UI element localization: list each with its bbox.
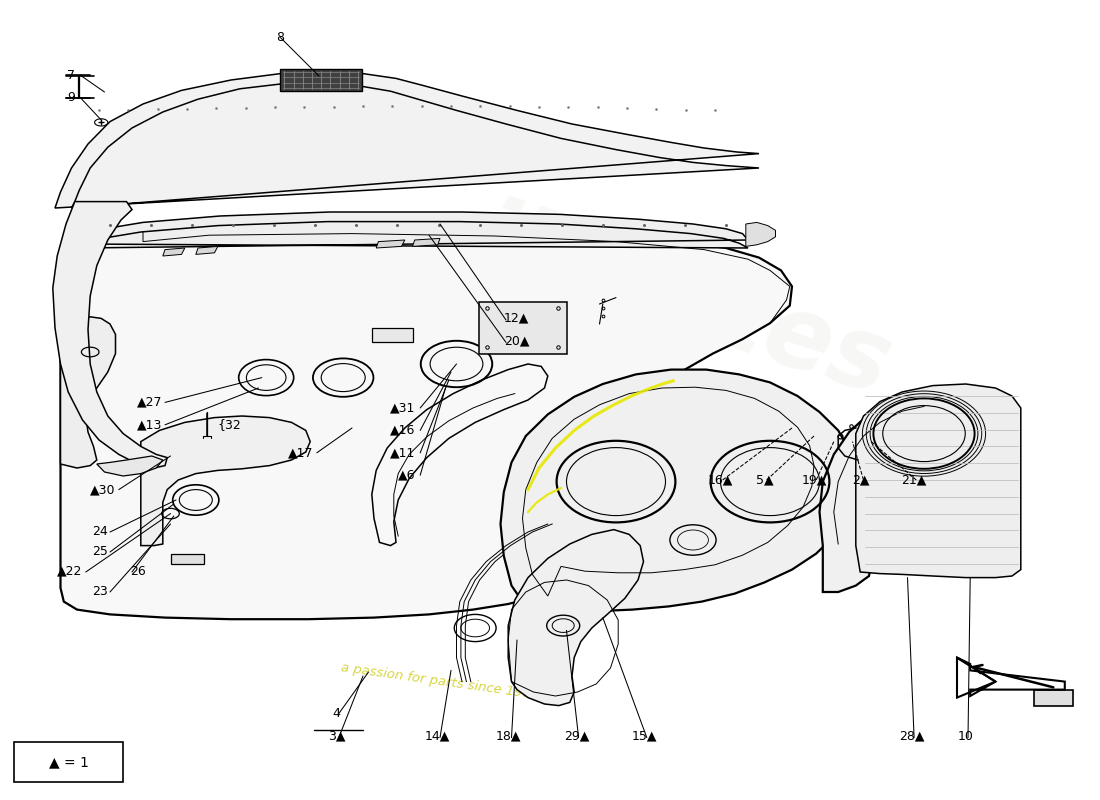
Text: 14▲: 14▲ (425, 730, 451, 742)
Text: 2▲: 2▲ (852, 474, 870, 486)
Text: ▲31: ▲31 (390, 402, 416, 414)
Polygon shape (60, 228, 792, 619)
Polygon shape (500, 370, 856, 611)
Text: 10: 10 (958, 730, 974, 742)
Text: 3▲: 3▲ (328, 730, 345, 742)
Text: ▲6: ▲6 (398, 469, 416, 482)
Text: 9: 9 (67, 91, 75, 104)
Text: 29▲: 29▲ (563, 730, 590, 742)
Polygon shape (279, 69, 362, 91)
Text: 21▲: 21▲ (901, 474, 927, 486)
Polygon shape (55, 72, 759, 208)
Text: 26: 26 (130, 565, 145, 578)
Text: partes: partes (446, 449, 654, 543)
Polygon shape (746, 222, 776, 246)
Text: since 1985: since 1985 (564, 458, 800, 566)
Text: ▲22: ▲22 (57, 565, 82, 578)
Polygon shape (478, 302, 566, 354)
Text: 5▲: 5▲ (756, 474, 773, 486)
Text: 8: 8 (276, 31, 285, 44)
Text: ▲17: ▲17 (288, 446, 313, 459)
Polygon shape (196, 246, 218, 254)
Polygon shape (508, 530, 644, 706)
Text: ▲ = 1: ▲ = 1 (48, 755, 89, 769)
Polygon shape (141, 416, 310, 546)
Text: 19▲: 19▲ (801, 474, 827, 486)
Polygon shape (60, 317, 116, 468)
Polygon shape (60, 272, 88, 336)
Polygon shape (372, 328, 412, 342)
Text: ▲16: ▲16 (390, 424, 416, 437)
Text: ▲27: ▲27 (138, 396, 163, 409)
Polygon shape (53, 202, 167, 468)
Text: 4: 4 (332, 707, 341, 720)
Polygon shape (376, 240, 405, 248)
Text: {32: {32 (218, 418, 242, 431)
Text: ilpartes: ilpartes (446, 326, 764, 474)
Text: 16▲: 16▲ (707, 474, 734, 486)
FancyBboxPatch shape (14, 742, 123, 782)
Polygon shape (163, 248, 185, 256)
Polygon shape (856, 384, 1021, 578)
Polygon shape (97, 456, 163, 476)
Text: 28▲: 28▲ (899, 730, 925, 742)
Text: 25: 25 (92, 545, 108, 558)
Text: ▲30: ▲30 (90, 483, 116, 496)
Text: 18▲: 18▲ (495, 730, 521, 742)
Polygon shape (820, 392, 1006, 592)
Text: ▲11: ▲11 (390, 446, 416, 459)
Text: 12▲: 12▲ (504, 312, 529, 325)
Polygon shape (170, 554, 204, 564)
Polygon shape (82, 212, 748, 248)
Polygon shape (1034, 690, 1072, 706)
Text: 23: 23 (92, 585, 108, 598)
Text: 7: 7 (67, 69, 75, 82)
Polygon shape (412, 238, 440, 246)
Text: ▲13: ▲13 (138, 418, 163, 431)
Text: a passion for parts since 1985: a passion for parts since 1985 (340, 662, 540, 702)
Text: ilpartes: ilpartes (462, 191, 902, 417)
Text: 24: 24 (92, 525, 108, 538)
Text: 20▲: 20▲ (504, 334, 529, 347)
Text: 15▲: 15▲ (631, 730, 658, 742)
